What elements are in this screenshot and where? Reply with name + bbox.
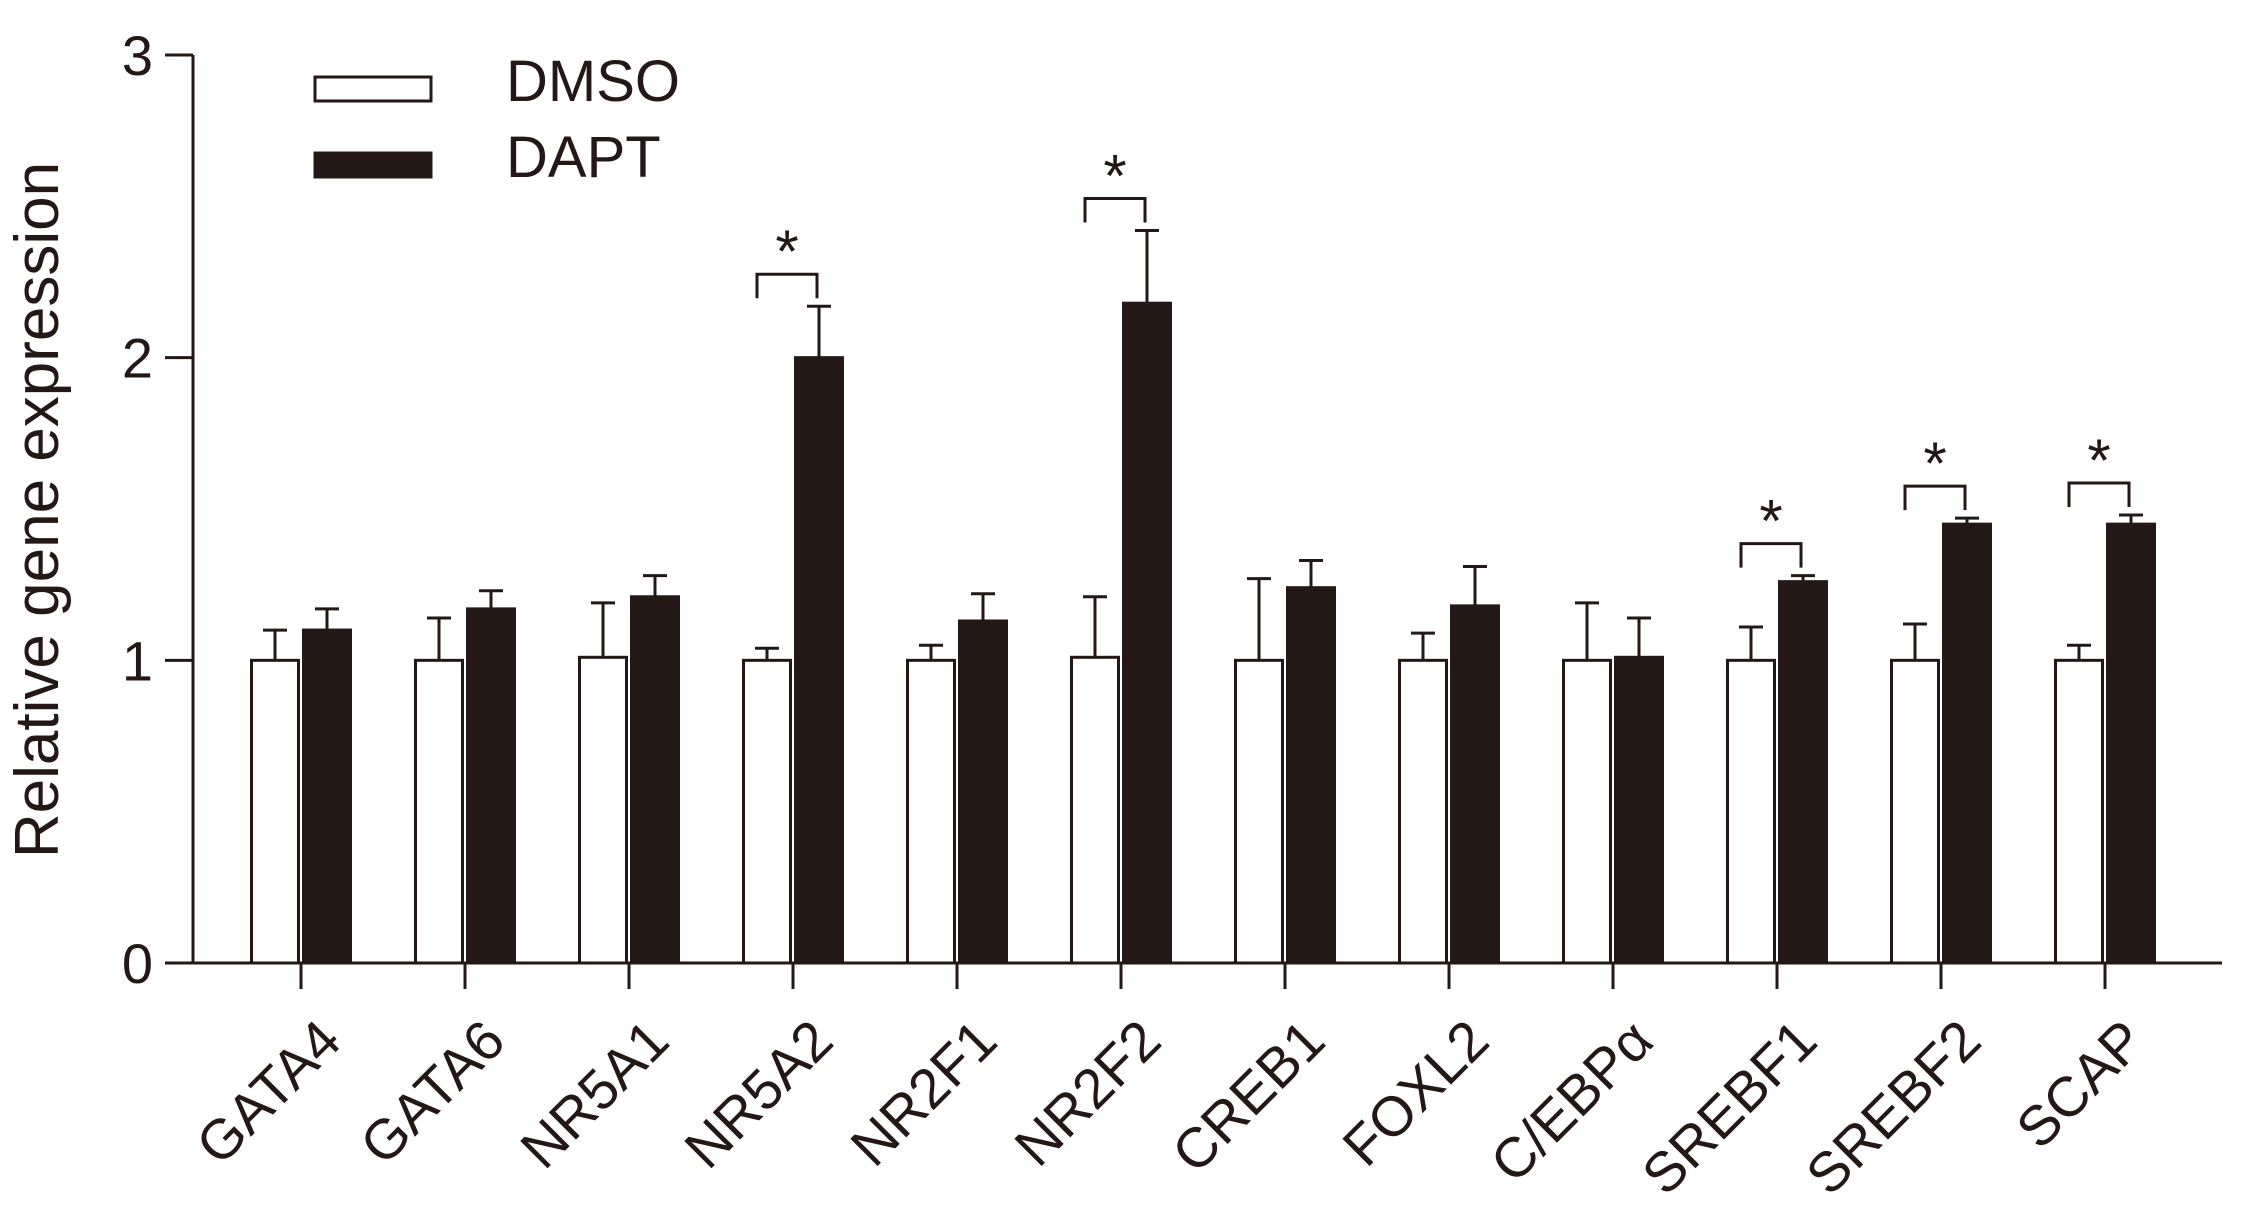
bar-dmso-cebp	[1562, 658, 1612, 965]
significance-markers: * * * * *	[755, 143, 2131, 568]
x-tick-label: FOXL2	[1330, 1008, 1500, 1178]
x-tick-label: SREBF2	[1794, 1008, 1993, 1207]
bar-dmso-nr2f2	[1070, 655, 1120, 965]
legend-label-dapt: DAPT	[506, 125, 661, 190]
bar-dapt-scap	[2106, 522, 2156, 965]
bar-dmso-nr5a2	[742, 658, 792, 965]
x-tick-label: SCAP	[2004, 1008, 2156, 1160]
bar-dapt-nr2f1	[958, 619, 1008, 965]
bar-dmso-foxl2	[1398, 658, 1448, 965]
bar-dapt-gata4	[302, 628, 352, 965]
significance-bracket	[755, 272, 819, 299]
legend-swatch-dmso	[313, 75, 433, 103]
significance-asterisk: *	[775, 218, 798, 285]
bar-dapt-srebf2	[1942, 522, 1992, 965]
significance-bracket	[1083, 197, 1147, 223]
significance-asterisk: *	[1759, 488, 1782, 555]
legend-label-dmso: DMSO	[506, 49, 680, 114]
bar-dmso-nr2f1	[906, 658, 956, 965]
significance-bracket	[2067, 481, 2131, 508]
bar-dapt-srebf1	[1778, 580, 1828, 965]
y-axis-label: Relative gene expression	[3, 162, 72, 858]
y-tick-label: 2	[122, 327, 153, 390]
bar-dmso-scap	[2054, 658, 2104, 965]
significance-bracket	[1739, 542, 1803, 568]
bars	[250, 229, 2156, 965]
legend: DMSO DAPT	[313, 49, 680, 190]
bar-dmso-srebf2	[1890, 658, 1940, 965]
legend-swatch-dapt	[313, 151, 433, 179]
y-tick-label: 3	[122, 24, 153, 87]
bar-dapt-nr5a2	[794, 356, 844, 965]
x-tick-label: NR5A1	[508, 1008, 680, 1180]
x-tick-label: NR5A2	[672, 1008, 844, 1180]
x-tick-label: NR2F2	[1002, 1008, 1172, 1178]
y-tick-label: 1	[122, 629, 153, 692]
bar-dapt-cebp	[1614, 655, 1664, 965]
x-tick-label: GATA4	[184, 1008, 353, 1177]
significance-asterisk: *	[2087, 427, 2110, 494]
x-tick-label: CREB1	[1160, 1008, 1337, 1185]
significance-asterisk: *	[1103, 143, 1126, 210]
bar-dmso-nr5a1	[578, 655, 628, 965]
bar-dapt-creb1	[1286, 586, 1336, 965]
y-tick-label: 0	[122, 932, 153, 995]
x-tick-label: NR2F1	[838, 1008, 1008, 1178]
x-tick-label: GATA6	[348, 1008, 517, 1177]
bar-dmso-creb1	[1234, 658, 1284, 965]
bar-dmso-gata6	[414, 658, 464, 965]
significance-asterisk: *	[1923, 430, 1946, 497]
bar-dmso-srebf1	[1726, 658, 1776, 965]
x-tick-label: SREBF1	[1630, 1008, 1829, 1207]
bar-dapt-foxl2	[1450, 604, 1500, 965]
bar-dapt-nr5a1	[630, 595, 680, 965]
bar-dapt-gata6	[466, 607, 516, 965]
significance-bracket	[1903, 484, 1967, 511]
bar-dapt-nr2f2	[1122, 301, 1172, 965]
bar-dmso-gata4	[250, 658, 300, 965]
